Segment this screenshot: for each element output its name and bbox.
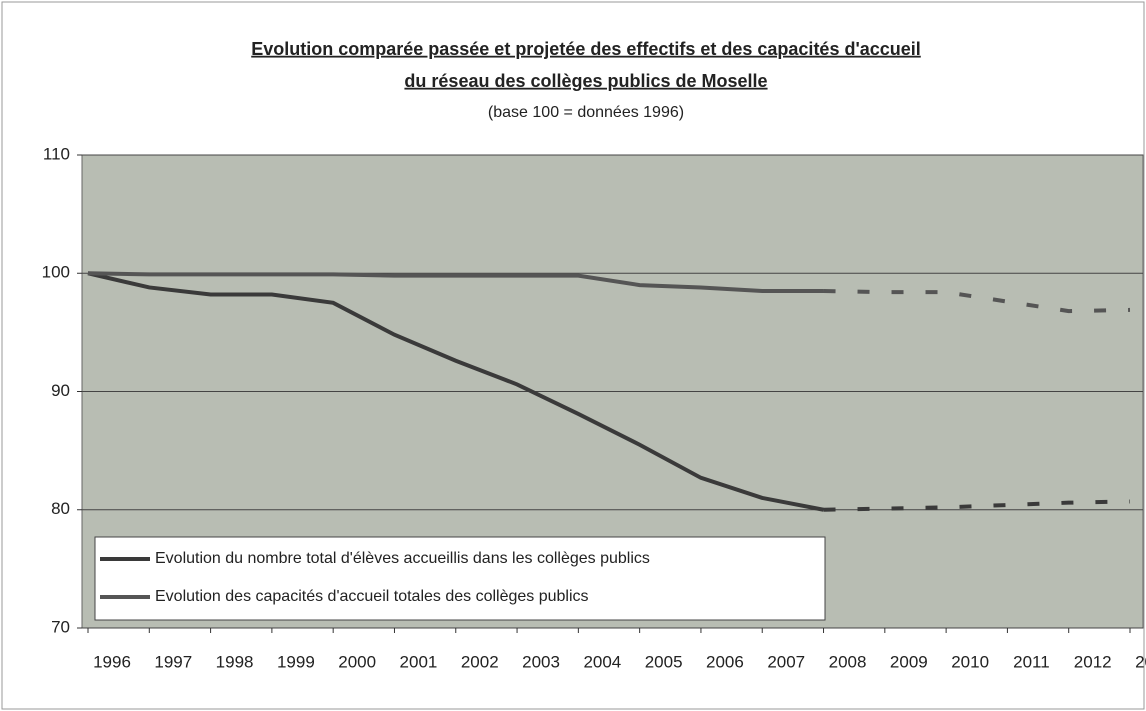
y-tick-label: 70 xyxy=(51,617,70,636)
y-tick-label: 80 xyxy=(51,499,70,518)
x-tick-label: 2010 xyxy=(951,652,989,671)
x-tick-label: 1996 xyxy=(93,652,131,671)
x-tick-label: 2002 xyxy=(461,652,499,671)
y-tick-label: 90 xyxy=(51,381,70,400)
x-tick-label: 2011 xyxy=(1013,652,1050,671)
legend-box xyxy=(94,536,826,621)
series-line xyxy=(87,271,824,293)
legend-label: Evolution des capacités d'accueil totale… xyxy=(155,588,589,605)
x-tick-label: 1997 xyxy=(154,652,192,671)
x-tick-label: 2005 xyxy=(645,652,683,671)
x-tick-label: 2007 xyxy=(767,652,805,671)
x-tick-label: 2009 xyxy=(890,652,928,671)
chart-title: Evolution comparée passée et projetée de… xyxy=(251,39,921,59)
x-tick-label: 2001 xyxy=(400,652,438,671)
y-tick-label: 100 xyxy=(42,263,70,282)
x-tick-label: 1999 xyxy=(277,652,315,671)
x-tick-label: 2006 xyxy=(706,652,744,671)
series-line xyxy=(87,271,824,512)
x-tick-label: 1998 xyxy=(216,652,254,671)
x-tick-label: 2013 xyxy=(1135,652,1146,671)
x-tick-label: 2000 xyxy=(338,652,376,671)
legend-label: Evolution du nombre total d'élèves accue… xyxy=(155,550,650,567)
chart-subtitle: (base 100 = données 1996) xyxy=(488,104,684,121)
x-tick-label: 2004 xyxy=(583,652,621,671)
y-tick-label: 110 xyxy=(43,144,70,163)
x-tick-label: 2012 xyxy=(1074,652,1112,671)
x-tick-label: 2003 xyxy=(522,652,560,671)
x-tick-label: 2008 xyxy=(829,652,867,671)
chart-title: du réseau des collèges publics de Mosell… xyxy=(404,71,767,91)
